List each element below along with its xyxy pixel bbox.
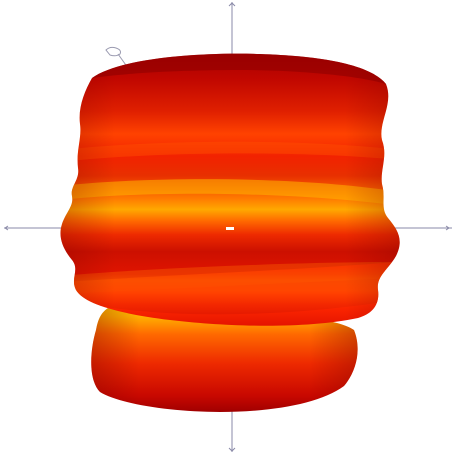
axis-end-marker-bottom	[228, 447, 236, 452]
surface-bottom-lobe	[91, 303, 358, 412]
axis-end-marker-right	[445, 225, 450, 231]
view-gizmo-icon	[105, 46, 121, 57]
origin-marker	[226, 227, 234, 230]
axis-end-marker-left	[4, 225, 9, 231]
axis-end-marker-top	[228, 2, 236, 7]
surface-main-body	[60, 53, 400, 326]
